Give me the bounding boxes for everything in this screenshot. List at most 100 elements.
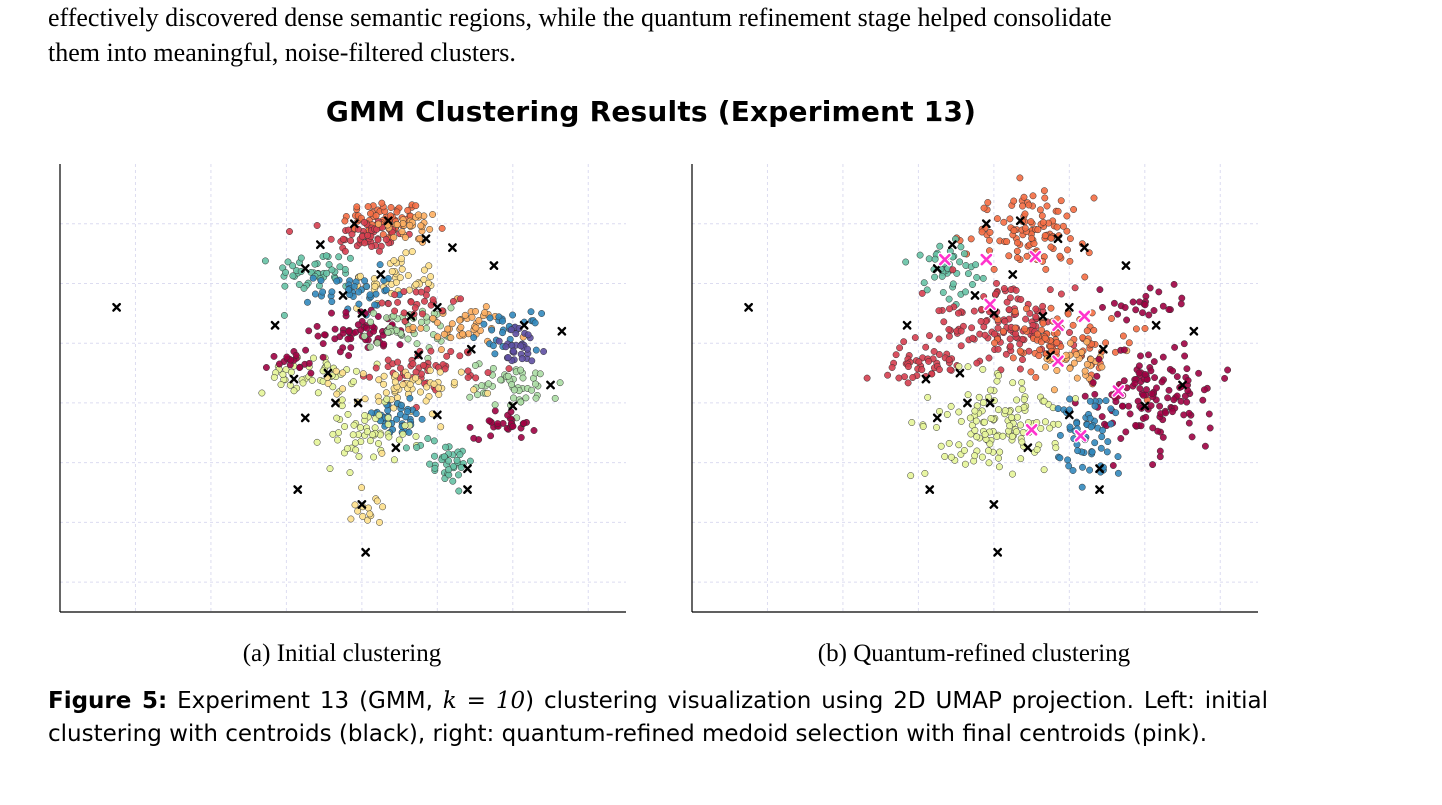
data-point [364,231,372,239]
centroid-marker [357,500,367,509]
data-point [981,418,988,426]
data-point [1071,284,1079,292]
data-point [900,338,908,346]
data-point [280,311,288,319]
data-point [366,291,374,299]
data-point [993,433,1001,440]
centroid-marker [981,219,991,229]
data-point [1053,339,1061,347]
data-point [262,364,270,371]
data-point [279,371,287,379]
centroid-marker [1008,270,1018,279]
data-point [1017,455,1025,463]
data-point [1156,402,1164,410]
data-point [484,389,492,397]
data-point [299,379,307,387]
data-point [505,365,513,373]
data-point [971,426,979,434]
data-point [423,286,431,293]
data-point [258,389,266,397]
data-point [1016,340,1024,348]
data-point [1040,187,1048,195]
centroid-marker [112,302,121,312]
data-point [466,457,474,465]
data-point [413,340,421,348]
centroid-marker [1064,410,1074,420]
data-point [1000,285,1008,292]
centroid-marker [1098,344,1108,354]
centroid-marker [466,344,476,354]
data-point [1010,227,1018,234]
data-point [1165,386,1173,394]
data-point [261,257,269,265]
data-point [1041,232,1049,240]
data-point [429,314,437,322]
data-point [1118,402,1126,410]
data-point [380,372,388,380]
data-point [395,436,403,444]
centroid-marker [300,413,310,423]
data-point [487,432,495,440]
data-point [437,423,445,431]
data-point [424,435,432,442]
data-point [1009,354,1017,362]
data-point [1170,396,1178,404]
data-point [1104,438,1112,446]
data-point [1086,414,1094,422]
data-point [1173,373,1181,381]
data-point [1003,238,1011,246]
data-point [466,393,474,401]
data-point [1002,350,1010,358]
data-point [409,324,417,331]
data-point [1022,315,1030,323]
data-point [1023,252,1031,260]
data-point [412,374,419,382]
data-point [378,449,386,457]
data-point [347,237,355,245]
data-point [442,443,449,451]
centroid-marker [963,398,972,408]
data-point [966,440,974,448]
data-point [1050,386,1058,394]
data-point [399,220,407,227]
data-point [985,354,993,362]
data-point [361,239,369,247]
data-point [524,331,532,339]
data-point [985,459,993,467]
centroid-marker [925,485,935,494]
data-point [884,371,892,379]
data-point [341,423,349,430]
data-point [1142,413,1150,421]
data-point [1083,360,1091,368]
data-point [449,297,457,305]
centroid-marker [448,243,457,253]
data-point [510,386,518,394]
centroid-marker [557,326,567,336]
data-point [1036,206,1044,214]
data-point [489,342,497,350]
data-point [370,453,378,461]
data-point [1016,365,1024,373]
data-point [1063,212,1071,220]
data-point [345,327,353,335]
data-point [962,288,969,296]
data-point [1147,402,1155,410]
caption-math: k = 10 [442,688,526,714]
data-point [1083,327,1091,335]
data-point [1137,352,1144,360]
data-point [402,249,410,257]
data-point [512,330,520,338]
data-point [1095,355,1103,363]
final-centroid-marker [939,253,951,266]
data-point [1064,310,1072,318]
data-point [936,242,944,250]
data-point [281,282,289,290]
data-point [375,397,383,405]
data-point [1180,411,1188,419]
centroid-marker [970,291,980,300]
data-point [450,378,458,386]
data-point [1089,379,1097,387]
data-point [384,407,392,414]
data-point [475,317,483,324]
data-point [485,417,493,425]
